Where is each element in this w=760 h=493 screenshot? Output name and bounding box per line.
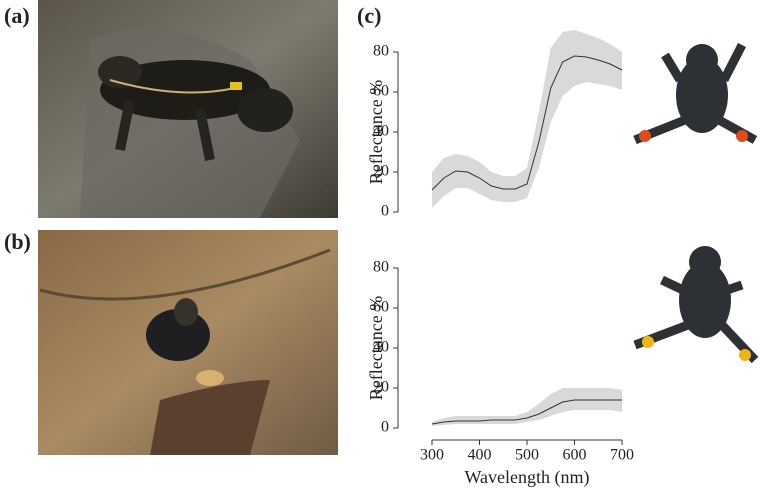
y-axis-label: Reflectance % [366, 296, 386, 400]
y-tick-label: 80 [373, 43, 389, 60]
panel-label: (a) [4, 3, 30, 28]
x-tick-label: 600 [563, 447, 587, 464]
x-tick-label: 300 [420, 447, 444, 464]
y-tick-label: 0 [381, 419, 389, 436]
frog-illustration-top [635, 44, 755, 142]
photo-b [38, 230, 338, 455]
x-tick-label: 700 [610, 447, 634, 464]
x-axis-label: Wavelength (nm) [464, 467, 589, 488]
frog-illustration-bottom [635, 246, 755, 361]
figure: (a) (b) (c) 020406080Reflectance %020406… [0, 0, 760, 493]
photo-a [38, 0, 338, 218]
panel-label: (b) [4, 229, 31, 254]
panel-label: (c) [357, 3, 381, 28]
y-tick-label: 0 [381, 203, 389, 220]
y-tick-label: 80 [373, 259, 389, 276]
error-band [432, 388, 622, 426]
x-tick-label: 500 [515, 447, 539, 464]
error-band [432, 30, 622, 208]
x-tick-label: 400 [468, 447, 492, 464]
y-axis-label: Reflectance % [366, 80, 386, 184]
